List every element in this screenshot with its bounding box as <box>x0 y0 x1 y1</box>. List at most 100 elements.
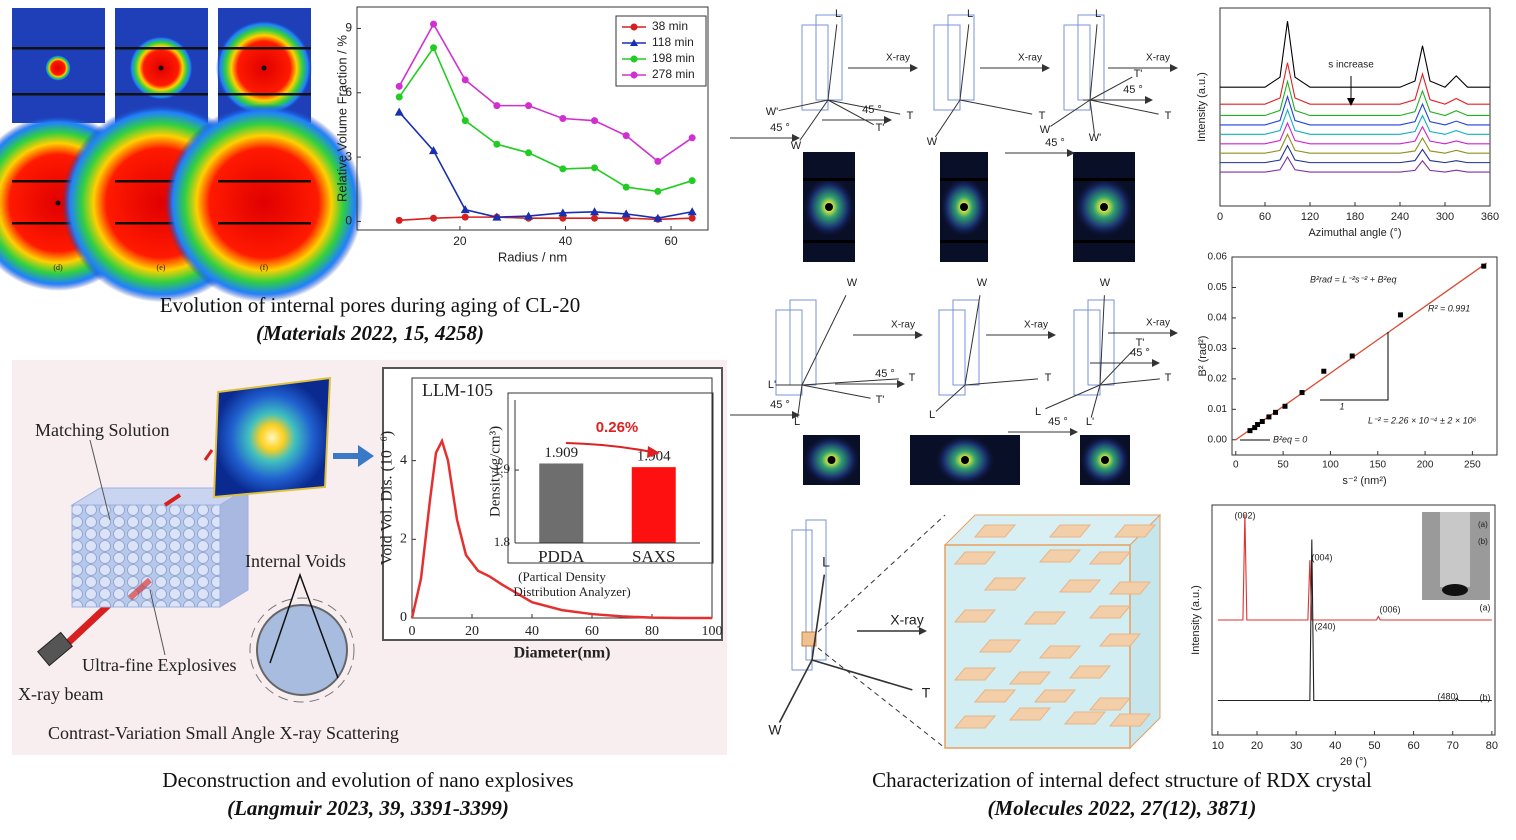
marker <box>559 115 567 122</box>
marker <box>687 207 697 216</box>
note: (Partical Density <box>518 569 606 584</box>
marker <box>1397 312 1403 318</box>
y-tick-label: 3 <box>345 149 352 163</box>
annotation: B²rad = L⁻²s⁻² + B²eq <box>1310 274 1397 284</box>
marker <box>395 82 403 90</box>
peak-label: (002) <box>1234 510 1255 520</box>
beamstop-strip <box>218 93 311 96</box>
marker <box>525 149 533 157</box>
xray-arrowhead <box>919 627 927 635</box>
axis-line <box>964 295 981 386</box>
bar <box>539 463 584 543</box>
x-tick-label: 20 <box>465 624 479 639</box>
x-axis-label: 2θ (°) <box>1340 756 1367 768</box>
schematic-label: X-ray <box>1146 318 1170 329</box>
sample-front <box>71 504 221 608</box>
defect-plate <box>1088 551 1132 565</box>
marker <box>430 20 438 28</box>
y-tick-label: 6 <box>345 85 352 99</box>
cube-side <box>1129 513 1161 750</box>
x-tick-label: 40 <box>559 234 573 248</box>
marker <box>622 132 630 140</box>
axis-line <box>935 384 966 412</box>
axis-line <box>1050 99 1091 127</box>
series-line <box>398 46 693 193</box>
axis-line <box>801 295 847 386</box>
marker <box>460 205 470 214</box>
marker <box>1321 368 1327 374</box>
caption-source: (Materials 2022, 15, 4258) <box>256 321 484 345</box>
axis-line <box>801 378 899 386</box>
defect-plate <box>1023 611 1067 625</box>
annotation: 1 <box>1339 401 1344 411</box>
schematic-label: W <box>1100 277 1111 289</box>
legend-label: 198 min <box>652 51 695 65</box>
marker <box>461 213 469 221</box>
legend-label: 278 min <box>652 67 695 81</box>
x-tick-label: 0 <box>1233 460 1239 471</box>
marker <box>622 183 630 191</box>
x-tick-label: 150 <box>1369 460 1386 471</box>
marker <box>394 107 404 116</box>
series-line <box>1220 144 1490 164</box>
axis-line <box>1045 384 1101 410</box>
y-axis-label: Void Vol. Dis. (10⁻⁶) <box>379 431 396 566</box>
schematic-label: X-ray <box>1018 53 1042 64</box>
x-tick-label: 70 <box>1447 740 1459 752</box>
axis-line <box>1089 99 1095 134</box>
schematic-label: X-ray <box>886 53 910 64</box>
x-tick-label: 50 <box>1368 740 1380 752</box>
value-label: 1.904 <box>637 449 671 465</box>
beamstop <box>1100 203 1108 211</box>
marker <box>429 146 439 155</box>
annotation: s increase <box>1328 60 1374 71</box>
crystal-box <box>775 309 803 396</box>
y-tick-label: 9 <box>345 21 352 35</box>
beamstop <box>55 200 61 206</box>
marker <box>1299 390 1305 396</box>
marker <box>591 214 599 222</box>
beamstop-strip <box>940 240 988 243</box>
marker <box>591 117 599 125</box>
trace-label: (a) <box>1480 602 1491 612</box>
xray-arrowhead <box>1067 149 1075 157</box>
axis-line <box>1089 76 1133 101</box>
beamstop-strip <box>940 178 988 181</box>
schematic-label: L <box>967 8 973 20</box>
schematic-label: L <box>929 409 935 421</box>
defect-plate <box>953 715 997 729</box>
void-zoom <box>256 604 348 696</box>
caption-title: Deconstruction and evolution of nano exp… <box>162 768 573 792</box>
schematic-label: X-ray <box>890 612 923 628</box>
schematic-label: T <box>1039 110 1046 122</box>
marker <box>688 177 696 185</box>
annotation: L⁻² = 2.26 × 10⁻⁴ ± 2 × 10⁶ <box>1368 415 1477 425</box>
pattern-halo <box>45 55 71 81</box>
x-tick-label: 80 <box>645 624 659 639</box>
detector <box>212 376 332 499</box>
x-tick-label: 20 <box>453 234 467 248</box>
schematic-label: W' <box>1089 132 1101 144</box>
marker <box>688 214 696 222</box>
xray-arrowhead <box>1170 329 1178 337</box>
inset-label: (a) <box>1478 520 1488 529</box>
schematic-label: T <box>909 372 916 384</box>
beamstop-strip <box>115 47 208 50</box>
y-tick-label: 0.06 <box>1208 252 1228 263</box>
series-line <box>398 111 693 220</box>
y-tick-label: 0 <box>345 214 352 228</box>
schematic-label: 45 ° <box>862 104 882 116</box>
defect-plate <box>953 551 997 565</box>
axis-line <box>797 384 803 418</box>
series-line <box>1220 108 1490 135</box>
bar <box>631 467 676 543</box>
illustration-label: Ultra-fine Explosives <box>82 655 236 675</box>
schematic-label: L <box>835 8 841 20</box>
y-axis-label: Relative Volume Fraction / % <box>334 35 349 202</box>
defect-plate <box>1063 711 1107 725</box>
marker <box>1252 425 1258 431</box>
y-tick-label: 0.05 <box>1208 282 1228 293</box>
annotation-arrow <box>565 442 653 453</box>
x-axis-label: Diameter(nm) <box>514 645 611 662</box>
